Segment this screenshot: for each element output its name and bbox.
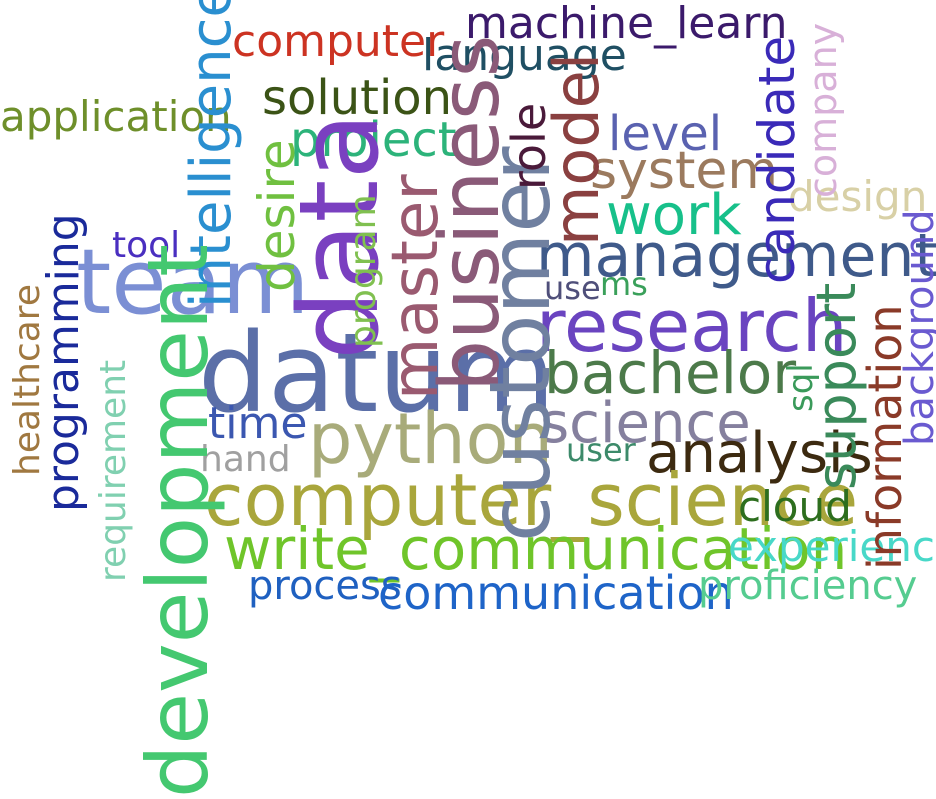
word-computer: computer (232, 16, 445, 67)
word-proficiency: proficiency (698, 563, 918, 609)
word-bachelor: bachelor (544, 339, 797, 407)
word-programming: programming (38, 213, 89, 512)
word-research: research (536, 284, 848, 368)
word-level: level (608, 106, 723, 162)
word-program: program (343, 194, 384, 348)
word-experience: experience (728, 522, 936, 571)
word-tool: tool (112, 225, 181, 266)
word-use: use (544, 269, 601, 307)
word-application: application (0, 92, 232, 141)
word-ms: ms (600, 265, 648, 303)
word-hand: hand (200, 439, 291, 480)
word-machine-learn: machine_learn (465, 0, 788, 49)
word-cloud: cloud (738, 482, 852, 531)
word-requirement: requirement (93, 359, 134, 582)
word-process: process (248, 563, 402, 609)
word-system: system (590, 141, 778, 201)
word-computer-science: computer_science (204, 458, 859, 542)
word-management: management (536, 221, 936, 291)
word-project: project (290, 112, 457, 168)
word-datum: datum (198, 309, 556, 437)
word-analysis: analysis (646, 421, 873, 486)
word-development: development (129, 243, 227, 798)
word-write-communication: write_communication (224, 515, 848, 583)
word-solution: solution (262, 70, 453, 126)
word-user: user (566, 431, 636, 469)
word-company: company (801, 22, 845, 198)
word-language: language (422, 30, 627, 81)
word-communication: communication (378, 566, 734, 620)
word-science: science (540, 391, 751, 456)
word-design: design (788, 172, 928, 221)
word-background: background (897, 209, 936, 446)
word-work: work (606, 183, 742, 248)
word-model: model (540, 52, 613, 246)
word-python: python (308, 398, 553, 480)
word-time: time (208, 398, 308, 449)
word-team: team (76, 230, 310, 335)
word-candidate: candidate (748, 35, 806, 284)
word-support: support (805, 282, 868, 490)
